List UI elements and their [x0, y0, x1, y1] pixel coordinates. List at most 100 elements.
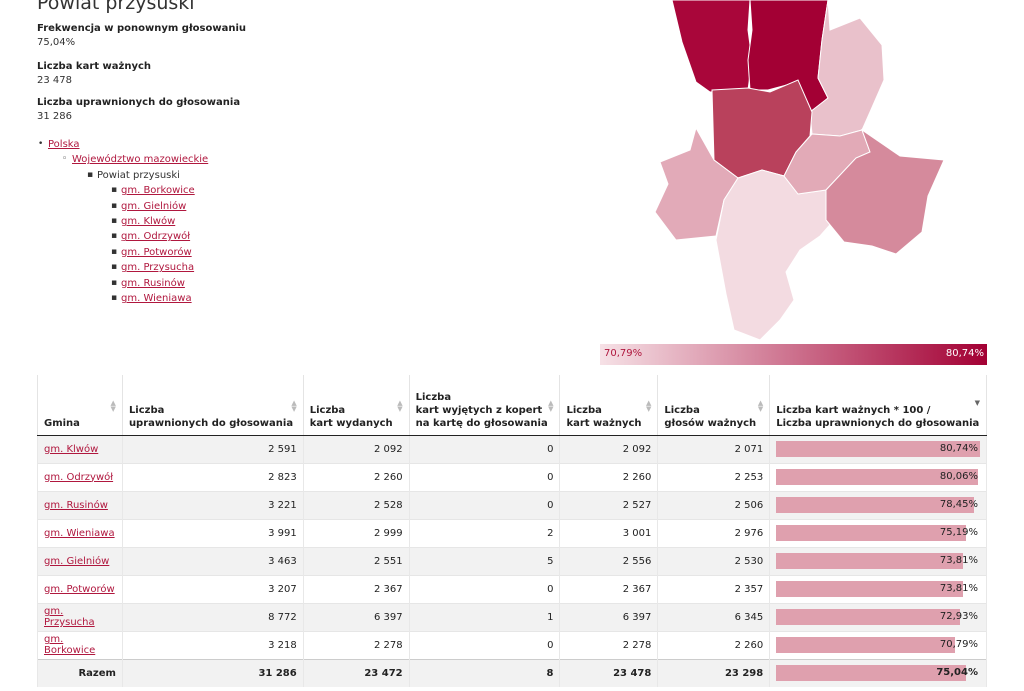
tree-item-voivodeship: Województwo mazowieckie Powiat przysuski… [62, 152, 209, 307]
gmina-link-odrzywol[interactable]: gm. Odrzywół [121, 231, 191, 243]
gmina-link[interactable]: gm. Borkowice [44, 634, 96, 656]
table-row: gm. Klwów 2 591 2 092 0 2 092 2 071 80,74% [37, 434, 987, 463]
total-label: Razem [37, 658, 123, 687]
gmina-link[interactable]: gm. Wieniawa [44, 527, 115, 539]
waznych-kart-cell: 6 397 [559, 602, 658, 631]
header-gmina[interactable]: Gmina ▲ ▼ [37, 375, 123, 436]
turnout-bar-fill [776, 525, 966, 541]
gmina-link[interactable]: gm. Przysucha [44, 606, 95, 628]
header-frekwencja[interactable]: Liczba kart ważnych * 100 /Liczba uprawn… [769, 375, 987, 436]
gmina-link[interactable]: gm. Odrzywół [44, 471, 114, 483]
frekwencja-cell: 73,81% [769, 546, 987, 575]
turnout-bar-fill [776, 469, 979, 485]
tree-item-gmina: gm. Rusinów [111, 276, 208, 292]
gmina-link-rusinow[interactable]: gm. Rusinów [121, 277, 185, 289]
wyjetych-cell: 0 [408, 490, 560, 519]
gmina-cell: gm. Odrzywół [37, 462, 123, 491]
glosow-waznych-cell: 2 506 [657, 490, 770, 519]
turnout-bar-fill [776, 553, 963, 569]
map-region-potworow[interactable] [654, 126, 739, 241]
tree-item-gmina: gm. Odrzywół [111, 229, 208, 245]
gmina-cell: gm. Borkowice [37, 630, 123, 659]
frekwencja-cell: 78,45% [769, 490, 987, 519]
sort-desc-icon: ▼ [974, 399, 980, 407]
gmina-link-potworow[interactable]: gm. Potworów [121, 246, 192, 258]
glosow-waznych-cell: 2 976 [657, 518, 770, 547]
gmina-link-wieniawa[interactable]: gm. Wieniawa [121, 293, 192, 305]
total-glosow-waznych: 23 298 [657, 658, 770, 687]
frekwencja-cell: 70,79% [769, 630, 987, 659]
map-region-wieniawa[interactable] [825, 128, 945, 255]
gmina-link[interactable]: gm. Gielniów [44, 555, 110, 567]
table-total-row: Razem 31 286 23 472 8 23 478 23 298 75,0… [37, 658, 987, 687]
tree-item-gmina: gm. Borkowice [111, 183, 208, 199]
header-kart-waznych[interactable]: Liczba kart ważnych ▲ ▼ [559, 375, 658, 436]
sort-icon: ▲ ▼ [397, 399, 403, 413]
waznych-kart-cell: 2 556 [559, 546, 658, 575]
wyjetych-cell: 0 [408, 630, 560, 659]
country-link[interactable]: Polska [48, 139, 80, 150]
uprawnionych-cell: 8 772 [121, 602, 304, 631]
header-kart-wyjetych[interactable]: Liczba kart wyjętych z kopert na kartę do … [408, 375, 560, 436]
table-row: gm. Potworów 3 207 2 367 0 2 367 2 357 73,81% [37, 574, 987, 603]
frekwencja-cell: 72,93% [769, 602, 987, 631]
tree-item-county: Powiat przysuski gm. Borkowice gm. Gieln… [87, 168, 208, 307]
glosow-waznych-cell: 2 260 [657, 630, 770, 659]
sort-icon: ▲ ▼ [110, 399, 116, 413]
gmina-cell: gm. Gielniów [37, 546, 123, 575]
gmina-link[interactable]: gm. Klwów [44, 443, 99, 455]
page-title: Powiat przysuski [37, 0, 195, 14]
header-kart-wydanych[interactable]: Liczba kart wydanych ▲ ▼ [302, 375, 410, 436]
turnout-bar: 73,81% [776, 581, 980, 597]
legend-max-label: 80,74% [945, 348, 984, 359]
total-wydanych: 23 472 [302, 658, 410, 687]
eligible-voters-label: Liczba uprawnionych do głosowania [37, 97, 241, 108]
wyjetych-cell: 0 [408, 462, 560, 491]
voivodeship-link[interactable]: Województwo mazowieckie [72, 154, 209, 166]
map-region-gielniow[interactable] [671, 0, 753, 93]
waznych-kart-cell: 2 527 [559, 490, 658, 519]
valid-cards-label: Liczba kart ważnych [37, 61, 152, 72]
turnout-bar: 70,79% [776, 637, 980, 653]
wyjetych-cell: 1 [408, 602, 560, 631]
gmina-link-przysucha[interactable]: gm. Przysucha [121, 262, 195, 274]
gmina-cell: gm. Przysucha [37, 602, 123, 631]
turnout-bar: 75,04% [776, 665, 980, 682]
turnout-bar: 80,74% [776, 441, 980, 457]
turnout-bar-fill [776, 665, 966, 682]
sort-icon: ▲ ▼ [757, 399, 764, 413]
wyjetych-cell: 0 [408, 434, 560, 463]
sort-icon: ▲ ▼ [291, 399, 297, 413]
uprawnionych-cell: 3 463 [121, 546, 304, 575]
turnout-bar: 75,19% [776, 525, 980, 541]
turnout-value: 73,81% [939, 583, 978, 594]
gmina-link-gielniow[interactable]: gm. Gielniów [121, 200, 187, 212]
gmina-link-klwow[interactable]: gm. Klwów [121, 216, 176, 228]
map-region-borkowice[interactable] [715, 169, 837, 341]
gmina-cell: gm. Rusinów [37, 490, 123, 519]
header-glosow-waznych[interactable]: Liczba głosów ważnych ▲ ▼ [657, 375, 770, 436]
gmina-link[interactable]: gm. Potworów [44, 583, 115, 595]
uprawnionych-cell: 2 591 [121, 434, 304, 463]
turnout-bar: 72,93% [776, 609, 980, 625]
wydanych-cell: 2 367 [302, 574, 410, 603]
table-row: gm. Rusinów 3 221 2 528 0 2 527 2 506 78,45% [37, 490, 987, 519]
total-uprawnionych: 31 286 [121, 658, 304, 687]
waznych-kart-cell: 2 260 [559, 462, 658, 491]
color-scale-legend: 70,79% 80,74% [600, 344, 987, 365]
turnout-value: 80,74% [939, 443, 978, 454]
turnout-value: 78,45% [939, 499, 978, 510]
results-table: Gmina ▲ ▼ Liczba uprawnionych do głosowania… [37, 375, 987, 687]
turnout-value: 73,81% [939, 555, 978, 566]
wydanych-cell: 2 528 [302, 490, 410, 519]
gmina-link[interactable]: gm. Rusinów [44, 499, 108, 511]
table-row: gm. Gielniów 3 463 2 551 5 2 556 2 530 73,81% [37, 546, 987, 575]
waznych-kart-cell: 3 001 [559, 518, 658, 547]
gmina-link-borkowice[interactable]: gm. Borkowice [121, 185, 195, 197]
table-header-row: Gmina ▲ ▼ Liczba uprawnionych do głosowania… [37, 375, 987, 436]
gmina-cell: gm. Klwów [37, 434, 123, 463]
header-uprawnionych[interactable]: Liczba uprawnionych do głosowania ▲ ▼ [121, 375, 304, 436]
glosow-waznych-cell: 2 253 [657, 462, 770, 491]
turnout-bar: 73,81% [776, 553, 980, 569]
turnout-value: 70,79% [939, 639, 978, 650]
